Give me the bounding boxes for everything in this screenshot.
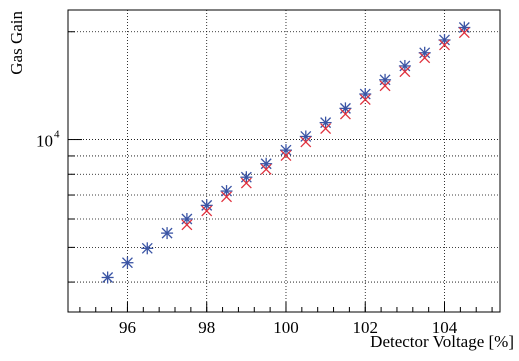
x-axis-label: Detector Voltage [%]: [370, 332, 514, 351]
cross-data-point: [458, 27, 470, 39]
x-tick-labels: 96 98 100 102 104: [119, 318, 458, 337]
y-axis-label: Gas Gain: [7, 11, 26, 75]
star-data-point: [319, 116, 332, 129]
axis-ticks: [68, 31, 493, 312]
star-data-point: [438, 33, 451, 46]
marker-stroke: [280, 150, 292, 162]
star-data-point: [161, 227, 174, 240]
cross-data-point: [240, 177, 252, 189]
star-data-point: [279, 144, 292, 157]
cross-data-point: [439, 39, 450, 51]
cross-data-point: [359, 94, 371, 106]
marker-stroke: [221, 191, 232, 203]
marker-stroke: [339, 108, 351, 120]
star-data-point: [220, 185, 233, 198]
x-tick-label: 102: [352, 318, 378, 337]
cross-data-point: [300, 136, 312, 148]
star-data-point: [379, 73, 392, 86]
cross-data-point: [399, 66, 411, 78]
star-data-point: [299, 130, 312, 143]
cross-data-point: [339, 108, 351, 120]
x-tick-label: 98: [198, 318, 215, 337]
star-data-point: [260, 157, 273, 170]
marker-stroke: [300, 136, 312, 148]
y-tick-label-base: 10: [36, 132, 53, 151]
marker-stroke: [320, 123, 332, 135]
marker-stroke: [379, 80, 391, 92]
red-cross-series: [181, 27, 470, 231]
marker-stroke: [201, 205, 213, 217]
cross-data-point: [201, 205, 213, 217]
marker-stroke: [419, 52, 431, 64]
cross-data-point: [280, 150, 292, 162]
y-tick-label-exponent: 4: [54, 129, 60, 141]
star-data-point: [180, 213, 193, 226]
marker-stroke: [458, 27, 470, 39]
star-data-point: [339, 102, 352, 115]
plot-frame: [67, 9, 501, 313]
star-data-point: [121, 256, 134, 269]
x-tick-label: 104: [432, 318, 458, 337]
marker-stroke: [181, 219, 193, 231]
marker-stroke: [399, 66, 411, 78]
star-data-point: [458, 21, 471, 34]
marker-stroke: [359, 94, 371, 106]
marker-stroke: [260, 163, 272, 175]
y-tick-labels: 10 4: [36, 129, 60, 151]
star-data-point: [418, 46, 431, 59]
grid: [68, 10, 500, 312]
cross-data-point: [379, 80, 391, 92]
star-data-point: [200, 199, 213, 212]
cross-data-point: [260, 163, 272, 175]
marker-stroke: [240, 177, 252, 189]
x-tick-label: 100: [273, 318, 299, 337]
star-data-point: [240, 171, 253, 184]
cross-data-point: [181, 219, 193, 231]
star-data-point: [101, 271, 114, 284]
data-points: [101, 21, 471, 284]
cross-data-point: [320, 123, 332, 135]
cross-data-point: [419, 52, 431, 64]
star-data-point: [141, 242, 154, 255]
cross-data-point: [221, 191, 232, 203]
marker-stroke: [439, 39, 450, 51]
x-tick-label: 96: [119, 318, 136, 337]
star-data-point: [398, 59, 411, 72]
star-data-point: [359, 88, 372, 101]
